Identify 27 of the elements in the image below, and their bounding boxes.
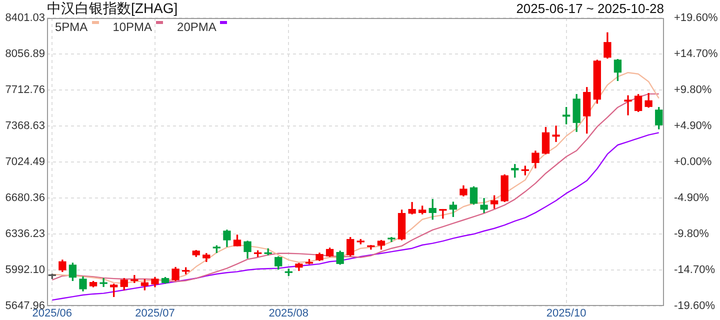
y2-tick-label: -9.80% [674,228,710,240]
y-tick-label: 8401.03 [5,12,45,24]
candlestick [356,239,364,244]
candlestick [388,237,396,242]
chart-subtitle: 2025-06-17 ~ 2025-10-28 [516,0,664,17]
y-tick-label: 6680.36 [5,192,45,204]
y2-tick-label: +9.80% [674,84,712,96]
y-tick-label: 7024.49 [5,156,45,168]
x-tick-label: 2025/10 [546,308,586,320]
y-tick-label: 7368.63 [5,120,45,132]
chart-title: 中汉白银指数[ZHAG] [47,0,178,17]
y-tick-label: 6336.23 [5,228,45,240]
y-tick-label: 7712.76 [5,84,45,96]
y2-tick-label: +0.00% [674,156,712,168]
legend-label: 10PMA [112,20,152,34]
y2-tick-label: +4.90% [674,120,712,132]
legend-label: 20PMA [177,20,216,34]
y2-tick-label: +19.60% [674,12,718,24]
x-tick-label: 2025/08 [268,308,309,320]
y2-tick-label: -4.90% [674,192,710,204]
x-tick-label: 2025/07 [135,308,175,320]
y2-tick-label: -19.60% [674,300,716,312]
y2-tick-label: +14.70% [674,48,718,60]
y-tick-label: 8056.89 [5,48,45,60]
legend-label: 5PMA [55,20,88,34]
y2-tick-label: -14.70% [674,264,716,276]
y-tick-label: 5992.10 [5,264,45,276]
